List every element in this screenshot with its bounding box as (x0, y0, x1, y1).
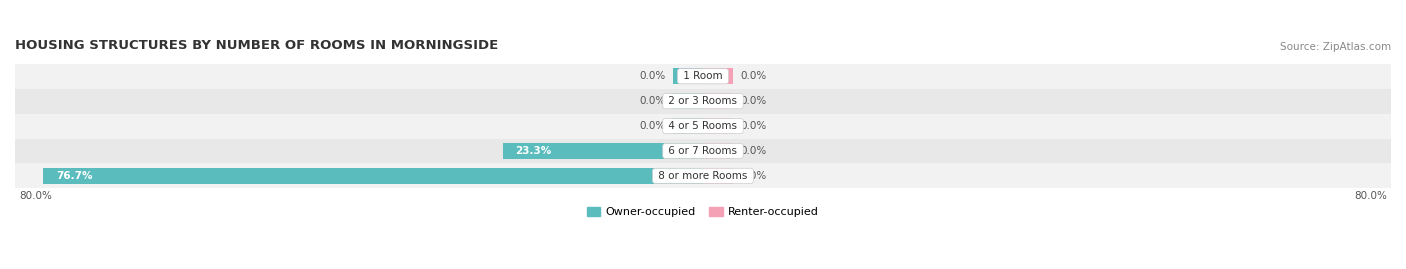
Text: 0.0%: 0.0% (640, 121, 666, 131)
Text: 8 or more Rooms: 8 or more Rooms (655, 171, 751, 181)
Text: 80.0%: 80.0% (20, 191, 52, 201)
Text: 0.0%: 0.0% (740, 71, 766, 81)
Bar (15, 114, 1391, 139)
Text: 4 or 5 Rooms: 4 or 5 Rooms (665, 121, 741, 131)
Text: 0.0%: 0.0% (740, 96, 766, 106)
Bar (673, 118, 703, 134)
Text: 1 Room: 1 Room (681, 71, 725, 81)
Text: 76.7%: 76.7% (56, 171, 93, 181)
Bar (703, 68, 733, 84)
Bar (15, 163, 1391, 188)
Bar (673, 68, 703, 84)
Text: 0.0%: 0.0% (740, 146, 766, 156)
Bar (703, 93, 733, 109)
Text: 80.0%: 80.0% (1354, 191, 1386, 201)
Text: Source: ZipAtlas.com: Source: ZipAtlas.com (1279, 42, 1391, 52)
Bar (15, 139, 1391, 163)
Bar (703, 168, 733, 184)
Bar (703, 118, 733, 134)
Text: 6 or 7 Rooms: 6 or 7 Rooms (665, 146, 741, 156)
Bar (502, 143, 703, 159)
Text: 0.0%: 0.0% (740, 121, 766, 131)
Bar (15, 64, 1391, 89)
Text: HOUSING STRUCTURES BY NUMBER OF ROOMS IN MORNINGSIDE: HOUSING STRUCTURES BY NUMBER OF ROOMS IN… (15, 39, 498, 52)
Bar (15, 89, 1391, 114)
Text: 2 or 3 Rooms: 2 or 3 Rooms (665, 96, 741, 106)
Bar (673, 93, 703, 109)
Bar (44, 168, 703, 184)
Text: 0.0%: 0.0% (740, 171, 766, 181)
Legend: Owner-occupied, Renter-occupied: Owner-occupied, Renter-occupied (582, 202, 824, 221)
Text: 0.0%: 0.0% (640, 96, 666, 106)
Bar (703, 143, 733, 159)
Text: 0.0%: 0.0% (640, 71, 666, 81)
Text: 23.3%: 23.3% (516, 146, 551, 156)
